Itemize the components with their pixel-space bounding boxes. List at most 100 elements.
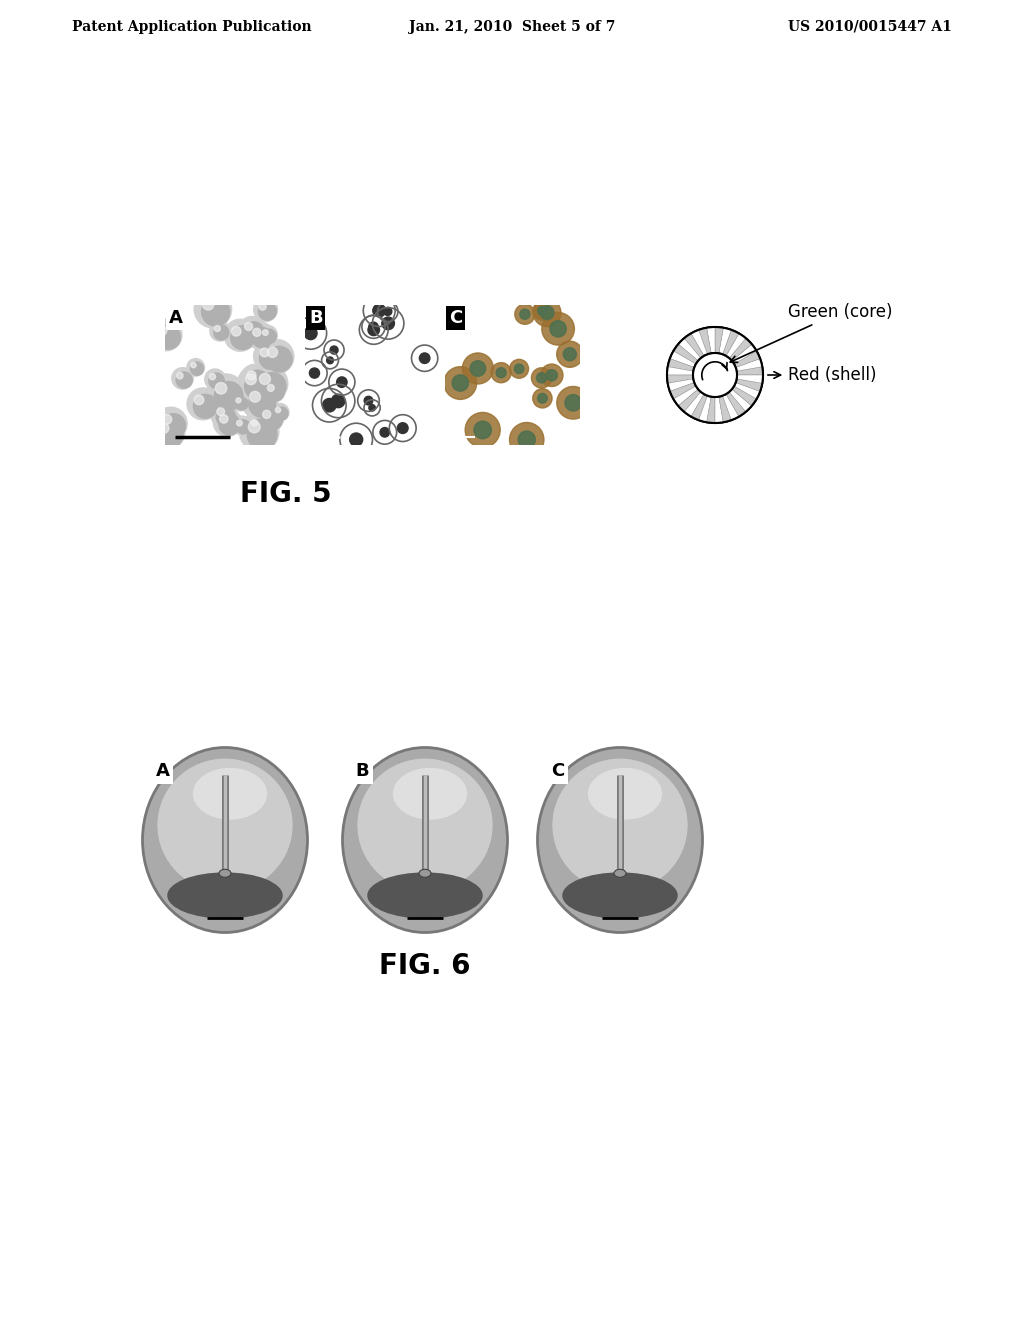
Circle shape <box>510 422 544 457</box>
Circle shape <box>267 384 274 391</box>
Ellipse shape <box>142 747 307 932</box>
Ellipse shape <box>219 870 231 878</box>
Text: Red (shell): Red (shell) <box>768 366 877 384</box>
Wedge shape <box>668 379 694 392</box>
Circle shape <box>202 298 229 326</box>
Circle shape <box>253 329 261 337</box>
Circle shape <box>214 325 229 341</box>
Ellipse shape <box>342 747 508 932</box>
Circle shape <box>249 391 275 417</box>
Circle shape <box>209 374 215 380</box>
Circle shape <box>240 412 279 451</box>
Circle shape <box>531 368 552 388</box>
Circle shape <box>195 395 204 405</box>
Circle shape <box>349 433 362 446</box>
Circle shape <box>248 420 276 450</box>
Circle shape <box>239 317 265 343</box>
Circle shape <box>275 408 281 413</box>
Wedge shape <box>684 334 705 358</box>
Circle shape <box>510 359 528 379</box>
Circle shape <box>258 302 276 321</box>
Circle shape <box>444 367 476 400</box>
Circle shape <box>373 304 386 317</box>
Text: Patent Application Publication: Patent Application Publication <box>72 20 311 34</box>
Wedge shape <box>736 375 763 383</box>
Circle shape <box>492 363 511 383</box>
Circle shape <box>537 372 547 383</box>
Text: Green (core): Green (core) <box>730 304 893 363</box>
Circle shape <box>327 356 334 364</box>
Text: C: C <box>449 309 462 327</box>
Wedge shape <box>670 351 696 367</box>
Circle shape <box>251 366 288 401</box>
Circle shape <box>190 362 204 375</box>
Ellipse shape <box>158 759 293 892</box>
Wedge shape <box>719 327 731 354</box>
Circle shape <box>542 313 574 345</box>
Circle shape <box>207 374 245 412</box>
Circle shape <box>187 388 219 420</box>
Circle shape <box>250 391 260 403</box>
Circle shape <box>219 414 240 436</box>
Circle shape <box>337 378 347 387</box>
Circle shape <box>262 409 283 430</box>
Circle shape <box>152 416 184 449</box>
Circle shape <box>230 326 255 350</box>
Circle shape <box>247 370 268 392</box>
Circle shape <box>420 352 430 363</box>
Circle shape <box>262 329 276 343</box>
Wedge shape <box>698 327 712 354</box>
Circle shape <box>242 383 278 420</box>
Wedge shape <box>729 338 752 360</box>
Circle shape <box>231 326 241 337</box>
Wedge shape <box>715 397 723 422</box>
Circle shape <box>247 414 267 436</box>
Wedge shape <box>691 330 708 356</box>
Wedge shape <box>732 345 757 364</box>
Circle shape <box>453 375 469 391</box>
Circle shape <box>259 347 282 370</box>
Circle shape <box>380 428 389 437</box>
Wedge shape <box>670 383 696 399</box>
Circle shape <box>195 290 231 327</box>
Wedge shape <box>667 367 693 375</box>
Circle shape <box>214 381 243 411</box>
Ellipse shape <box>357 759 493 892</box>
Circle shape <box>541 306 554 319</box>
Circle shape <box>159 424 169 433</box>
Circle shape <box>259 304 266 310</box>
Text: FIG. 6: FIG. 6 <box>379 953 471 981</box>
Circle shape <box>245 374 271 400</box>
Circle shape <box>518 432 536 449</box>
Circle shape <box>368 325 380 335</box>
Circle shape <box>470 360 485 376</box>
Circle shape <box>251 420 266 434</box>
Circle shape <box>546 370 557 381</box>
Circle shape <box>158 326 167 335</box>
Circle shape <box>232 395 249 411</box>
Circle shape <box>514 364 524 374</box>
Text: B: B <box>355 762 370 780</box>
Circle shape <box>262 379 285 403</box>
Circle shape <box>216 407 236 426</box>
Wedge shape <box>674 345 698 364</box>
Circle shape <box>236 397 248 411</box>
Text: A: A <box>169 309 183 327</box>
Circle shape <box>275 407 288 420</box>
Circle shape <box>323 399 336 412</box>
Wedge shape <box>678 338 700 360</box>
Circle shape <box>262 330 268 335</box>
Circle shape <box>254 297 278 322</box>
Text: A: A <box>156 762 170 780</box>
Circle shape <box>158 422 183 447</box>
Wedge shape <box>674 385 698 405</box>
Circle shape <box>532 302 551 321</box>
Circle shape <box>369 404 376 411</box>
Circle shape <box>247 322 273 350</box>
Circle shape <box>215 383 226 395</box>
Circle shape <box>369 322 378 331</box>
Ellipse shape <box>538 747 702 932</box>
Circle shape <box>258 326 278 345</box>
Circle shape <box>309 368 319 378</box>
Circle shape <box>238 366 273 401</box>
